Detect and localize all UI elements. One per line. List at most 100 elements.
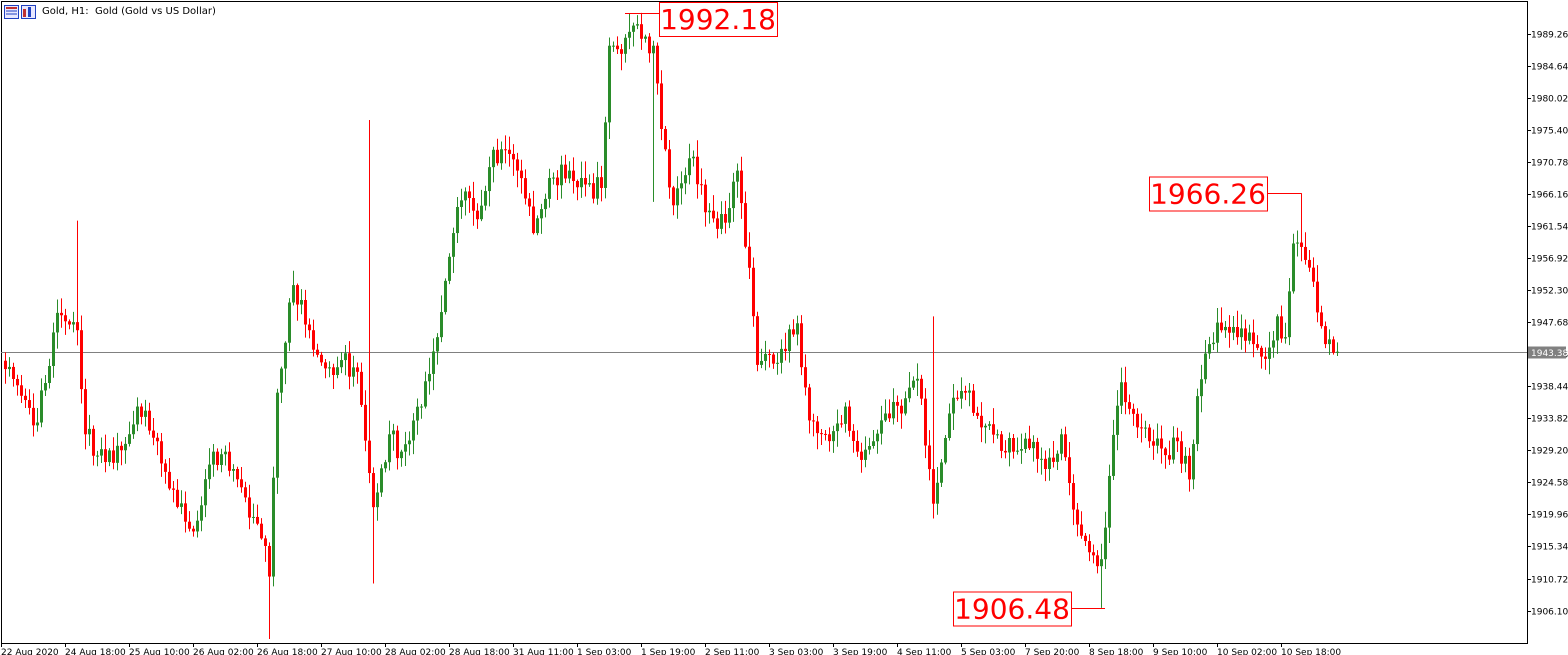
candle-body [36,422,39,426]
candle-body [1188,455,1191,480]
candle-body [572,170,575,182]
candle-body [1252,332,1255,345]
candle [476,203,479,229]
candle [1164,447,1167,469]
x-tick-label: 1 Sep 03:00 [577,648,632,655]
candle [84,378,87,450]
candle [636,15,639,30]
candle-body [1004,450,1007,453]
candle-body [668,149,671,188]
candle-body [688,158,691,176]
candle [980,402,983,443]
candle-body [16,378,19,386]
candle-body [736,170,739,182]
candle-body [988,424,991,426]
candle [36,408,39,432]
candle [552,172,555,185]
candle [1284,322,1287,344]
candle [1212,332,1215,350]
candle [944,435,947,465]
candle-body [284,342,287,369]
candle-body [220,454,223,465]
candle-body [992,424,995,435]
candle-body [596,177,599,199]
candle [1084,533,1087,547]
candle-body [24,395,27,401]
candle [708,203,711,224]
candle-body [912,380,915,388]
candle [1232,315,1235,341]
x-tick-label: 25 Aug 10:00 [129,648,190,655]
candle-body [924,398,927,446]
candle [24,388,27,408]
x-tick-label: 24 Aug 18:00 [65,648,126,655]
candle-body [1072,483,1075,510]
candle [380,464,383,497]
candle [1252,319,1255,358]
candle-body [444,280,447,313]
candle-body [880,420,883,434]
candle [892,388,895,425]
candle-body [940,462,943,483]
candle-body [1068,457,1071,484]
candle-body [520,170,523,179]
candle-body [488,167,491,192]
candle [928,430,931,481]
candle-body [124,443,127,451]
candle [608,37,611,139]
candle-body [712,210,715,219]
candle [1328,329,1331,355]
candle-body [460,200,463,207]
callout-label: 1992.18 [660,3,776,36]
candle-body [216,451,219,465]
candle-body [452,233,455,257]
candle-body [840,423,843,425]
candle-body [60,312,63,316]
candle-body [228,451,231,471]
candle-body [416,406,419,421]
candle-body [896,401,899,406]
candle [452,227,455,273]
candle-body [88,428,91,435]
x-tick-label: 10 Sep 02:00 [1217,648,1277,655]
price-callouts: 1992.18 1966.26 1906.48 [625,2,1301,627]
candle-body [1264,356,1267,359]
candle-body [776,362,779,364]
candle [812,413,815,437]
candle [1116,390,1119,451]
candle [1196,388,1199,452]
candle [616,36,619,55]
x-tick-label: 26 Aug 18:00 [257,648,318,655]
candle [480,189,483,222]
candle [540,203,543,234]
candle [340,352,343,374]
candle-body [1276,316,1279,341]
x-tick-label: 27 Aug 10:00 [321,648,382,655]
candle [1256,335,1259,351]
candle [52,322,55,378]
candle [532,190,535,235]
candle-body [1240,328,1243,338]
candle [192,525,195,537]
candle [200,496,203,532]
y-tick-label: 1989.26 [1531,31,1568,41]
candle [824,429,827,441]
candle-body [1040,458,1043,460]
candle [188,511,191,532]
candle [80,315,83,404]
candle-body [844,406,847,424]
candle [1080,511,1083,539]
candle-body [1296,242,1299,244]
candle [924,388,927,459]
candle-body [812,420,815,422]
candle-body [132,424,135,435]
candle [704,179,707,227]
chart-window-icon[interactable] [4,4,36,19]
candle-body [160,441,163,464]
candle [788,324,791,363]
candle [412,413,415,455]
candle [440,295,443,343]
candle [912,376,915,391]
candle-body [268,545,271,577]
candle [104,434,107,473]
